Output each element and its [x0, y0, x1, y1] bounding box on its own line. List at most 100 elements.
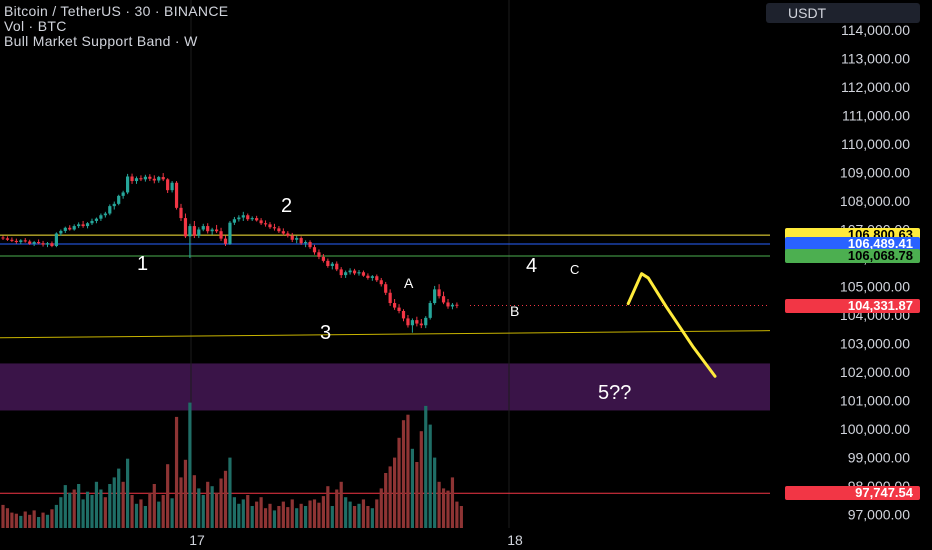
price-tag-red-low[interactable]: 97,747.54 [785, 486, 920, 501]
volume-bar [308, 500, 312, 528]
candle [384, 284, 388, 293]
volume-bar [232, 497, 236, 528]
candle [375, 276, 379, 281]
wave-label-a[interactable]: A [404, 275, 414, 291]
currency-button[interactable]: USDT [766, 3, 920, 23]
volume-legend[interactable]: Vol · BTC [4, 18, 67, 34]
volume-bar [126, 458, 130, 528]
trendline[interactable] [0, 330, 771, 339]
projection-path[interactable] [626, 272, 717, 378]
candle [361, 272, 366, 276]
volume-bar [401, 420, 406, 528]
volume-bar [219, 478, 223, 528]
volume-bar [183, 459, 188, 528]
wave-label-5[interactable]: 5?? [598, 382, 631, 404]
candle [335, 263, 339, 270]
candle [255, 218, 259, 221]
volume-bar [410, 448, 414, 528]
candle [94, 218, 99, 221]
candle [219, 231, 223, 239]
price-tag-green[interactable]: 106,068.78 [785, 249, 920, 264]
candle [152, 178, 156, 181]
volume-bar [77, 484, 81, 528]
wave-label-1[interactable]: 1 [137, 253, 148, 275]
volume-bar [59, 497, 63, 528]
candle [317, 252, 321, 257]
wave-label-3[interactable]: 3 [320, 322, 331, 344]
candle [339, 269, 343, 276]
candle [63, 227, 67, 231]
candle [308, 242, 312, 248]
candle [121, 192, 125, 196]
volume-bar [397, 437, 401, 528]
volume-bar [10, 512, 14, 528]
volume-bar [228, 457, 232, 528]
candle [166, 179, 170, 191]
symbol-title[interactable]: Bitcoin / TetherUS · 30 · BINANCE [4, 3, 229, 19]
candle [304, 242, 308, 244]
candle [72, 226, 76, 230]
volume-bar [210, 486, 214, 528]
volume-bar [45, 514, 50, 528]
candle [441, 296, 446, 303]
price-tag-current[interactable]: 104,331.87 [785, 298, 920, 313]
y-tick-label: 105,000.00 [840, 279, 910, 295]
candle [263, 223, 268, 225]
candle [210, 229, 214, 232]
volume-bar [455, 501, 459, 528]
volume-bar [139, 499, 143, 528]
candle [183, 218, 188, 237]
y-tick-label: 109,000.00 [840, 165, 910, 181]
candle [446, 302, 450, 307]
indicator-legend[interactable]: Bull Market Support Band · W [4, 33, 198, 49]
candle [112, 203, 116, 207]
y-tick-label: 108,000.00 [840, 193, 910, 209]
candle [170, 182, 174, 191]
candle [148, 176, 152, 179]
wave-label-4[interactable]: 4 [526, 255, 537, 277]
volume-bar [375, 499, 379, 528]
volume-bar [103, 497, 107, 528]
volume-bar [1, 504, 5, 528]
volume-bar [32, 510, 36, 528]
volume-bar [206, 481, 210, 528]
volume-bar [241, 499, 245, 528]
volume-bar [5, 508, 10, 528]
volume-bar [37, 517, 41, 528]
candle [117, 195, 121, 204]
volume-bar [192, 475, 196, 528]
volume-bar [393, 457, 397, 528]
volume-bar [250, 506, 254, 528]
candle [366, 275, 370, 278]
price-tag-blue[interactable]: 106,489.41 [785, 237, 920, 252]
candle [108, 206, 112, 214]
volume-bar [85, 491, 90, 528]
candle [103, 213, 107, 216]
wave-label-2[interactable]: 2 [281, 195, 292, 217]
candle [197, 229, 201, 236]
volume-bar [255, 501, 259, 528]
volume-bar [94, 481, 99, 528]
volume-bar [281, 501, 285, 528]
volume-bar [174, 416, 179, 528]
volume-bar [272, 510, 277, 528]
wave-label-c[interactable]: C [570, 262, 579, 277]
candle [433, 289, 437, 304]
y-tick-label: 101,000.00 [840, 393, 910, 409]
candle [357, 272, 361, 274]
volume-bar [117, 468, 121, 528]
y-tick-label: 113,000.00 [841, 51, 910, 67]
wave-label-b[interactable]: B [510, 303, 519, 319]
y-tick-label: 112,000.00 [841, 79, 910, 95]
candle [410, 320, 414, 326]
volume-bar [348, 501, 352, 528]
volume-bar [108, 484, 112, 528]
volume-bar [317, 502, 321, 528]
volume-bar [90, 495, 94, 528]
candle [272, 227, 277, 229]
volume-bar [428, 424, 432, 528]
candle [1, 237, 5, 239]
volume-bar [344, 497, 348, 528]
volume-bar [223, 470, 228, 528]
